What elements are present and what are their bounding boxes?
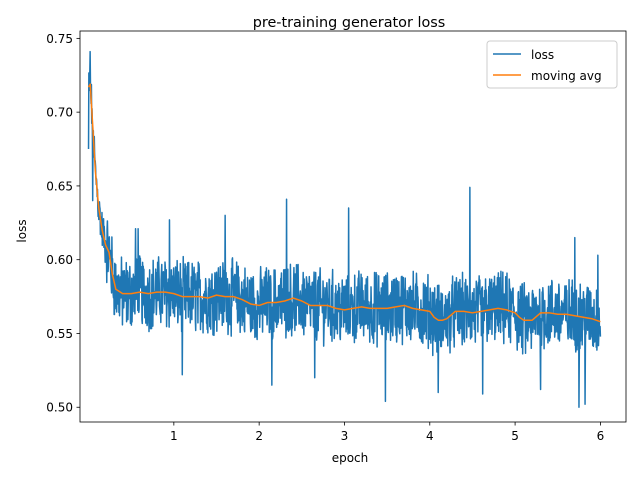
x-tick-label: 4 [426,429,434,443]
y-tick-label: 0.65 [46,179,73,193]
x-axis: 1 2 3 4 5 6 [170,422,604,443]
x-tick-label: 2 [255,429,263,443]
x-tick-label: 5 [511,429,519,443]
legend-box [486,40,618,89]
y-axis: 0.50 0.55 0.60 0.65 0.70 0.75 [46,32,80,415]
loss-line [87,50,602,408]
y-tick-label: 0.55 [46,327,73,341]
legend: loss moving avg [486,40,618,89]
chart-title: pre-training generator loss [253,15,446,31]
y-tick-label: 0.70 [46,106,73,120]
legend-label-loss: loss [531,48,554,62]
legend-label-moving-avg: moving avg [531,69,602,83]
x-tick-label: 1 [170,429,178,443]
y-tick-label: 0.50 [46,401,73,415]
series-loss [87,50,602,408]
moving-avg-line [87,83,601,323]
y-axis-label: loss [15,219,29,242]
series-moving-avg [87,83,601,323]
x-tick-label: 6 [597,429,605,443]
y-tick-label: 0.60 [46,253,73,267]
y-tick-label: 0.75 [46,32,73,46]
x-tick-label: 3 [341,429,349,443]
x-axis-label: epoch [332,451,369,465]
plot-area-frame [79,30,627,423]
